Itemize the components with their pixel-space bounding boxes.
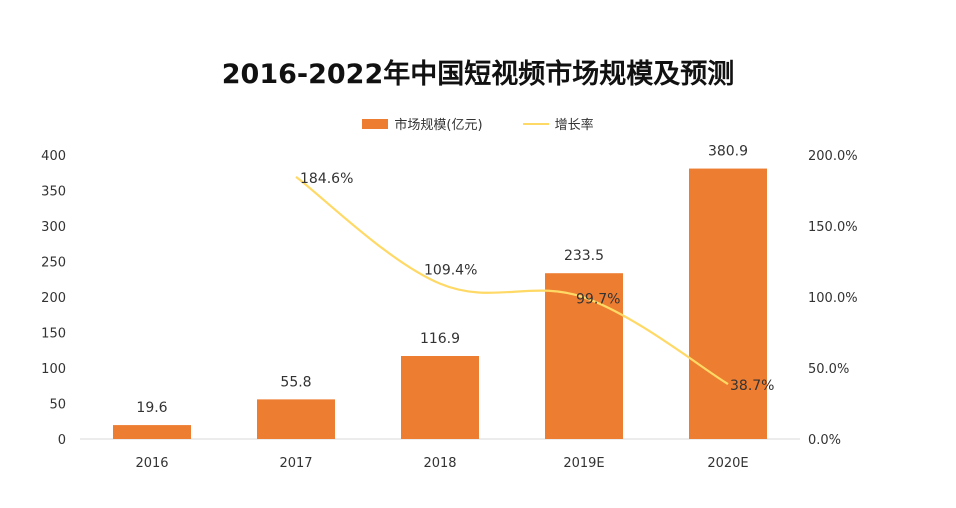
y-left-tick-label: 400 <box>41 149 66 164</box>
line-data-label: 99.7% <box>576 291 620 307</box>
y-left-tick-label: 0 <box>58 433 66 448</box>
bar <box>401 356 479 439</box>
y-left-tick-label: 250 <box>41 256 66 271</box>
bar-data-label: 233.5 <box>564 248 604 264</box>
y-right-tick-label: 0.0% <box>808 433 841 448</box>
bar-data-label: 55.8 <box>280 374 311 390</box>
y-left-tick-label: 100 <box>41 362 66 377</box>
x-tick-label: 2019E <box>563 456 604 471</box>
x-tick-label: 2020E <box>707 456 748 471</box>
bar <box>689 168 767 439</box>
y-left-tick-label: 300 <box>41 220 66 235</box>
y-right-tick-label: 50.0% <box>808 362 849 377</box>
legend-label-market-size: 市场规模(亿元) <box>394 118 483 133</box>
x-tick-label: 2017 <box>279 456 312 471</box>
x-tick-label: 2018 <box>423 456 456 471</box>
chart-title: 2016-2022年中国短视频市场规模及预测 <box>221 59 735 90</box>
legend-item-growth-rate: 增长率 <box>522 114 594 133</box>
y-left-tick-label: 200 <box>41 291 66 306</box>
y-right-tick-label: 150.0% <box>808 220 858 235</box>
y-right-tick-label: 200.0% <box>808 149 858 164</box>
bar <box>545 273 623 439</box>
growth-rate-line <box>295 175 729 385</box>
bar-data-label: 19.6 <box>136 400 167 416</box>
bar-data-label: 380.9 <box>708 144 748 160</box>
legend-label-growth-rate: 增长率 <box>554 118 594 133</box>
y-right-tick-label: 100.0% <box>808 291 858 306</box>
bar-data-label: 116.9 <box>420 331 460 347</box>
legend: 市场规模(亿元) 增长率 <box>0 114 956 133</box>
line-data-label: 184.6% <box>300 171 353 187</box>
y-left-tick-label: 350 <box>41 185 66 200</box>
y-left-tick-label: 50 <box>49 398 66 413</box>
y-left-tick-label: 150 <box>41 327 66 342</box>
line-data-label: 38.7% <box>730 378 774 394</box>
bar <box>257 399 335 439</box>
legend-bar-swatch <box>362 118 389 129</box>
legend-item-market-size: 市场规模(亿元) <box>362 114 483 133</box>
line-data-label: 109.4% <box>424 263 477 279</box>
bar <box>113 425 191 439</box>
legend-line-swatch <box>522 122 549 125</box>
x-tick-label: 2016 <box>135 456 168 471</box>
